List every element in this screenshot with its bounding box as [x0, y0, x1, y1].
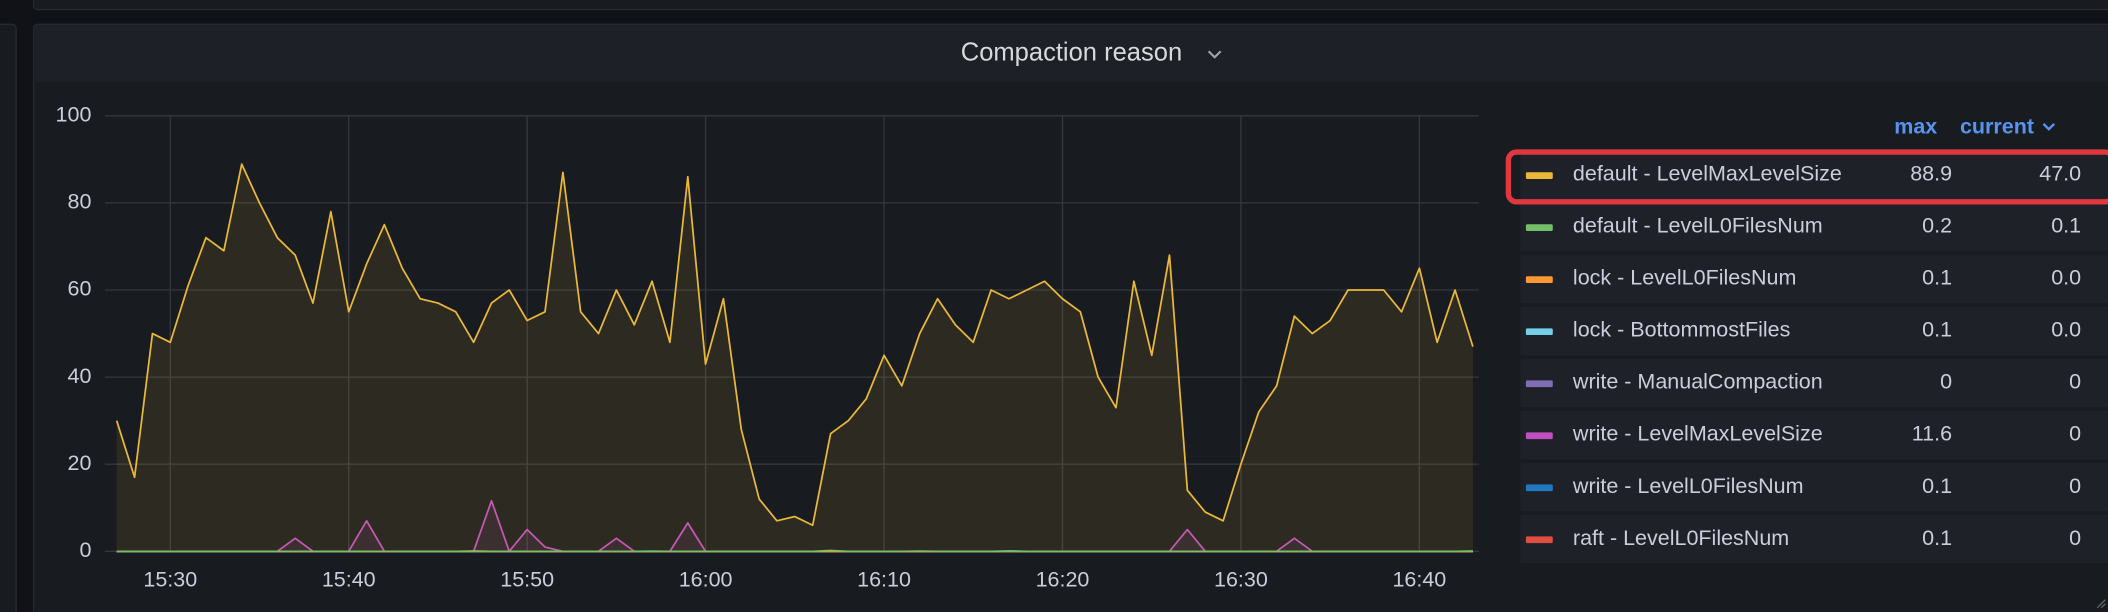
- legend-column-header[interactable]: max: [1894, 115, 1937, 139]
- legend-swatch: [1525, 224, 1553, 231]
- legend-row[interactable]: [1520, 202, 2108, 252]
- legend-swatch: [1525, 276, 1553, 284]
- x-tick-label: 16:10: [857, 568, 911, 592]
- legend-name[interactable]: write - ManualCompaction: [1572, 370, 1823, 394]
- legend-row[interactable]: [1520, 358, 2108, 408]
- legend-swatch: [1525, 172, 1553, 179]
- legend-max: 0.1: [1922, 318, 1952, 342]
- legend-max: 0.1: [1922, 526, 1952, 550]
- legend-max: 0: [1940, 370, 1952, 394]
- legend-name[interactable]: default - LevelMaxLevelSize: [1573, 162, 1842, 186]
- legend-name[interactable]: lock - LevelL0FilesNum: [1573, 266, 1796, 290]
- legend-name[interactable]: write - LevelL0FilesNum: [1572, 474, 1804, 498]
- series-line: [115, 163, 1474, 527]
- legend-current: 47.0: [2039, 162, 2081, 186]
- legend-current: 0: [2069, 526, 2081, 550]
- legend-current: 0: [2069, 370, 2081, 394]
- x-tick-label: 16:30: [1214, 568, 1268, 592]
- y-tick-label: 60: [67, 277, 91, 301]
- legend-name[interactable]: write - LevelMaxLevelSize: [1572, 422, 1823, 446]
- y-tick-label: 20: [67, 451, 91, 475]
- legend-swatch: [1525, 536, 1553, 544]
- legend-column-header[interactable]: current: [1960, 115, 2034, 139]
- legend-current: 0: [2069, 474, 2081, 498]
- y-tick-label: 0: [79, 538, 91, 562]
- x-tick-label: 15:40: [322, 568, 376, 592]
- x-tick-label: 16:40: [1392, 568, 1446, 592]
- legend-max: 0.2: [1922, 214, 1952, 238]
- legend-row[interactable]: [1520, 306, 2108, 356]
- legend-name[interactable]: lock - BottommostFiles: [1573, 318, 1790, 342]
- legend-name[interactable]: default - LevelL0FilesNum: [1573, 214, 1823, 238]
- legend-max: 11.6: [1912, 422, 1952, 446]
- legend-swatch: [1525, 380, 1553, 388]
- title-chevron[interactable]: [1207, 50, 1222, 59]
- legend-name[interactable]: raft - LevelL0FilesNum: [1573, 526, 1789, 550]
- y-tick-label: 100: [56, 102, 92, 126]
- legend-row[interactable]: [1520, 410, 2108, 460]
- legend-swatch: [1525, 328, 1553, 336]
- panel-above: [32, 0, 2108, 11]
- series-area: [116, 164, 1473, 552]
- y-tick-label: 40: [67, 364, 91, 388]
- legend-current: 0: [2069, 422, 2081, 446]
- panel-title[interactable]: Compaction reason: [961, 39, 1182, 67]
- legend-current: 0.1: [2051, 214, 2081, 238]
- legend-max: 0.1: [1922, 474, 1952, 498]
- legend-row[interactable]: [1520, 150, 2108, 200]
- x-tick-label: 16:00: [679, 568, 733, 592]
- series-line: [116, 549, 1473, 553]
- sort-chevron[interactable]: [2042, 122, 2056, 131]
- legend-row[interactable]: [1520, 514, 2108, 564]
- y-tick-label: 80: [67, 190, 91, 214]
- legend-max: 0.1: [1922, 266, 1952, 290]
- legend-current: 0.0: [2051, 318, 2081, 342]
- legend-row[interactable]: [1520, 462, 2108, 512]
- highlight-box: [1505, 149, 2108, 205]
- legend-swatch: [1525, 484, 1553, 492]
- resize-handle[interactable]: [2096, 599, 2106, 609]
- x-tick-label: 15:30: [143, 568, 197, 592]
- x-tick-label: 15:50: [500, 568, 554, 592]
- legend-max: 88.9: [1910, 162, 1952, 186]
- legend-row[interactable]: [1520, 254, 2108, 304]
- panel-header[interactable]: [34, 25, 2108, 83]
- panel-left: [0, 23, 17, 612]
- legend-current: 0.0: [2051, 266, 2081, 290]
- legend-swatch: [1525, 432, 1553, 440]
- x-tick-label: 16:20: [1036, 568, 1090, 592]
